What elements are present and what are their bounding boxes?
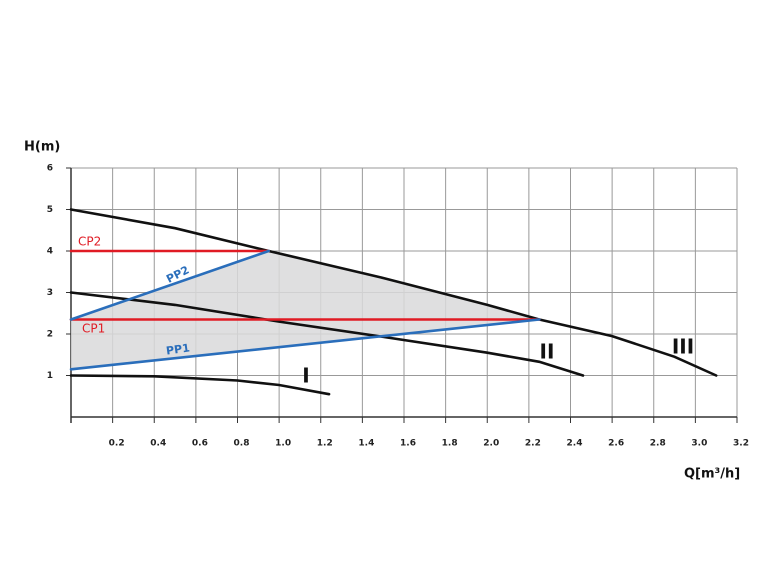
series-line xyxy=(69,208,718,377)
x-tick-label: 3.0 xyxy=(691,439,707,449)
series-line xyxy=(69,249,270,321)
x-tick-label: 1.8 xyxy=(442,439,458,449)
x-tick-label: 2.6 xyxy=(608,439,624,449)
x-axis-title: Q[m³/h] xyxy=(684,467,740,482)
x-tick-label: 1.6 xyxy=(400,439,416,449)
x-tick-label: 2.8 xyxy=(650,439,666,449)
series-label: II xyxy=(540,340,555,364)
y-tick-label: 1 xyxy=(47,371,53,381)
operating-area xyxy=(71,251,540,370)
series-line xyxy=(69,374,331,396)
x-tick-label: 2.2 xyxy=(525,439,541,449)
x-tick-label: 1.0 xyxy=(275,439,291,449)
y-axis-title: H(m) xyxy=(24,140,60,155)
series-label: I xyxy=(302,364,309,388)
y-tick-label: 4 xyxy=(47,247,53,257)
y-tick-label: 2 xyxy=(47,330,53,340)
y-tick-label: 5 xyxy=(47,205,53,215)
x-tick-label: 0.8 xyxy=(234,439,250,449)
y-tick-label: 3 xyxy=(47,288,53,298)
x-tick-label: 1.4 xyxy=(358,439,374,449)
x-tick-label: 2.4 xyxy=(567,439,583,449)
x-tick-label: 3.2 xyxy=(733,439,749,449)
series-label: CP1 xyxy=(82,322,105,336)
series-label: PP1 xyxy=(165,341,190,357)
series-line xyxy=(69,318,541,371)
x-tick-label: 2.0 xyxy=(483,439,499,449)
series-label: III xyxy=(672,335,694,359)
x-tick-label: 0.2 xyxy=(109,439,125,449)
x-tick-label: 0.4 xyxy=(150,439,166,449)
x-tick-label: 1.2 xyxy=(317,439,333,449)
x-tick-label: 0.6 xyxy=(192,439,208,449)
y-tick-label: 6 xyxy=(47,164,53,174)
series-label: CP2 xyxy=(78,235,101,249)
